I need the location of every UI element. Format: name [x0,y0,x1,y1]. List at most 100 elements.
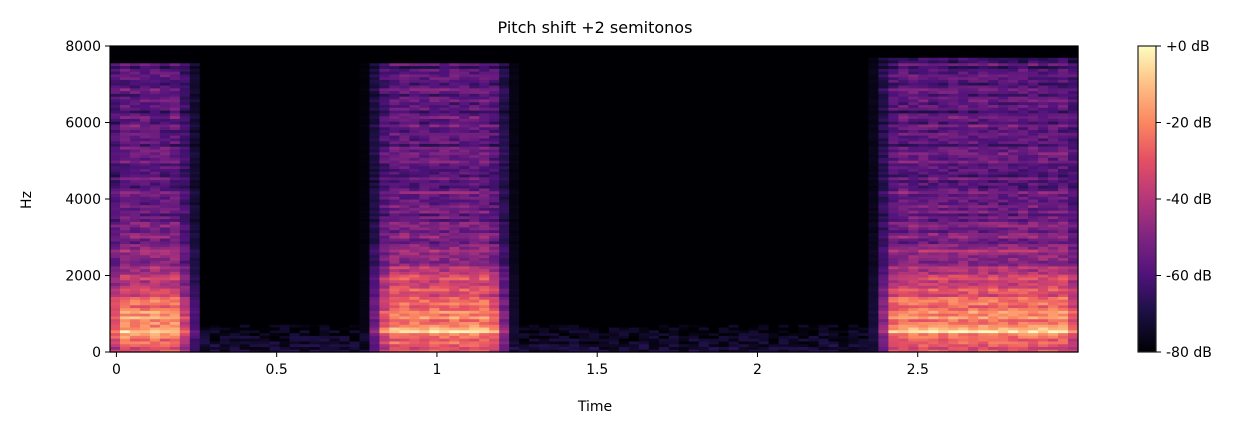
spectrogram-cell [119,335,131,339]
spectrogram-cell [169,315,181,320]
spectrogram-cell [349,254,361,259]
spectrogram-cell [339,201,351,206]
spectrogram-cell [219,329,231,334]
spectrogram-cell [229,115,241,119]
spectrogram-cell [419,321,430,325]
spectrogram-cell [169,335,181,339]
spectrogram-cell [239,54,251,58]
spectrogram-cell [229,57,241,61]
spectrogram-cell [499,182,510,186]
spectrogram-cell [529,129,540,133]
spectrogram-cell [319,90,331,94]
spectrogram-cell [439,104,450,108]
spectrogram-cell [219,104,231,108]
spectrogram-cell [159,48,171,53]
spectrogram-cell [469,176,480,181]
spectrogram-cell [209,135,221,139]
spectrogram-cell [269,304,281,309]
spectrogram-cell [559,246,570,250]
spectrogram-cell [379,76,391,80]
spectrogram-cell [249,301,261,306]
spectrogram-cell [359,76,371,80]
spectrogram-cell [409,324,420,328]
spectrogram-cell [159,143,171,147]
spectrogram-cell [379,254,391,259]
spectrogram-cell [369,190,381,195]
spectrogram-cell [429,304,440,309]
spectrogram-cell [519,226,530,231]
spectrogram-cell [289,326,301,331]
spectrogram-cell [129,246,141,250]
spectrogram-cell [449,93,460,97]
spectrogram-cell [179,162,191,167]
spectrogram-cell [239,335,251,339]
spectrogram-cell [299,87,311,92]
spectrogram-cell [529,235,540,239]
spectrogram-cell [429,279,440,284]
spectrogram-cell [249,335,261,339]
spectrogram-cell [479,162,490,167]
spectrogram-cell [509,340,520,345]
spectrogram-cell [419,301,430,306]
spectrogram-cell [159,268,171,272]
spectrogram-cell [229,96,241,100]
spectrogram-cell [169,196,181,200]
spectrogram-cell [549,310,560,314]
spectrogram-cell [409,221,420,225]
spectrogram-cell [369,338,381,342]
spectrogram-cell [489,207,500,211]
spectrogram-cell [249,96,261,100]
spectrogram-cell [259,107,271,111]
spectrogram-cell [539,201,550,206]
spectrogram-cell [379,210,391,214]
spectrogram-cell [429,193,440,197]
spectrogram-cell [229,240,241,245]
spectrogram-cell [149,185,161,189]
spectrogram-cell [219,290,231,295]
spectrogram-cell [319,313,331,317]
spectrogram-cell [369,265,381,270]
spectrogram-cell [549,313,560,317]
spectrogram-cell [339,68,351,72]
spectrogram-cell [469,165,480,169]
spectrogram-cell [219,229,231,233]
spectrogram-cell [549,65,560,69]
spectrogram-cell [309,262,321,267]
spectrogram-cell [269,98,281,103]
spectrogram-cell [519,260,530,264]
spectrogram-cell [539,299,550,303]
spectrogram-cell [379,84,391,89]
spectrogram-cell [469,107,480,111]
spectrogram-cell [139,107,151,111]
spectrogram-cell [219,79,231,83]
spectrogram-cell [359,165,371,169]
spectrogram-cell [409,96,420,100]
spectrogram-cell [449,76,460,80]
spectrogram-cell [339,310,351,314]
spectrogram-cell [129,107,141,111]
spectrogram-cell [429,293,440,297]
spectrogram-cell [289,262,301,267]
spectrogram-cell [199,204,211,208]
spectrogram-cell [289,346,301,350]
spectrogram-cell [209,288,221,292]
spectrogram-cell [329,310,341,314]
spectrogram-cell [469,137,480,142]
spectrogram-cell [339,179,351,183]
spectrogram-cell [379,324,391,328]
spectrogram-cell [549,168,560,172]
spectrogram-cell [559,290,570,295]
spectrogram-cell [129,90,141,94]
spectrogram-cell [129,54,141,58]
spectrogram-cell [349,257,361,261]
spectrogram-cell [399,62,410,67]
spectrogram-cell [139,276,151,281]
spectrogram-cell [419,160,430,164]
spectrogram-cell [399,313,410,317]
spectrogram-cell [219,310,231,314]
spectrogram-cell [339,157,351,161]
spectrogram-cell [289,279,301,284]
spectrogram-cell [129,171,141,175]
spectrogram-cell [509,93,520,97]
spectrogram-cell [399,324,410,328]
